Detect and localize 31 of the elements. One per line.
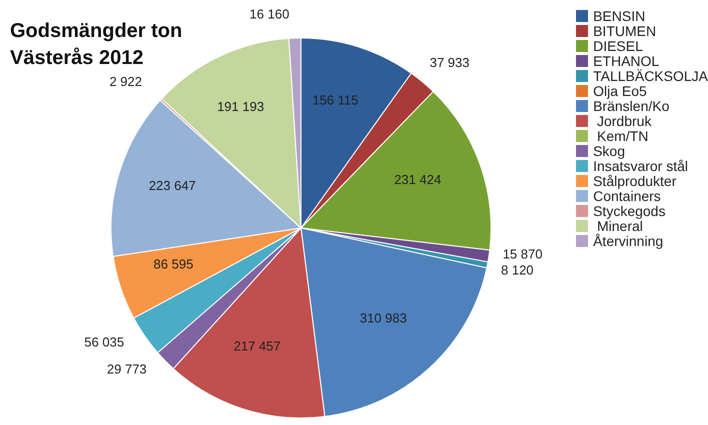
legend-label: Mineral [596,218,643,234]
data-label: 37 933 [430,54,470,70]
data-label: 15 870 [502,246,542,262]
data-label: 29 773 [106,362,147,377]
data-label: 86 595 [154,256,194,272]
legend-label: Stålprodukter [593,172,676,188]
legend-label: Jordbruk [596,112,652,128]
data-label: 2 922 [109,74,142,90]
data-label: 217 457 [234,338,281,354]
data-label: 16 160 [250,6,290,22]
legend-label: TALLBÄCKSOLJA [593,68,708,84]
text: Godsmängder ton Västerås 2012 [10,19,182,71]
legend-label: Skog [593,142,626,158]
legend-label: DIESEL [593,38,643,54]
data-label: 191 193 [217,98,264,114]
data-label: 310 983 [360,310,407,326]
data-label: 8 120 [501,262,534,278]
legend-label: Kem/TN [596,128,648,144]
legend-label: Styckegods [593,202,666,218]
legend-label: BENSIN [593,8,646,24]
legend-label: Olja Eo5 [593,82,647,98]
data-label: 223 647 [148,178,196,194]
legend-label: Containers [593,188,661,204]
data-label: 56 035 [84,334,124,350]
data-label: 156 115 [312,92,358,108]
legend-label: BITUMEN [593,22,656,38]
data-label: 231 424 [394,172,442,188]
legend-label: Återvinning [593,232,664,248]
legend-label: Bränslen/Ko [593,98,670,114]
legend-label: Insatsvaror stål [593,158,688,174]
legend-label: ETHANOL [593,52,660,68]
